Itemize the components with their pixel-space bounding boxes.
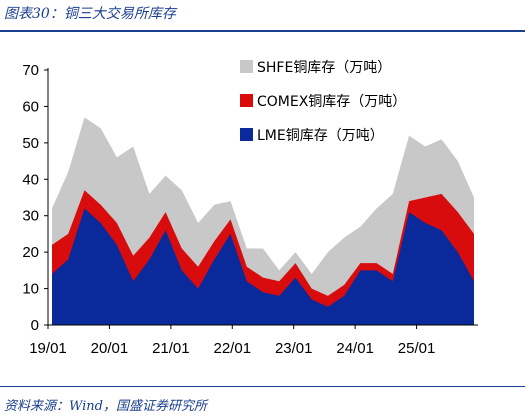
- area-series-0: [52, 208, 474, 325]
- legend-swatch: [240, 94, 253, 107]
- y-tick-label: 70: [22, 62, 39, 79]
- legend-label: LME铜库存（万吨）: [257, 128, 384, 144]
- figure-source: 资料来源：Wind，国盛证券研究所: [4, 399, 207, 414]
- legend-label: COMEX铜库存（万吨）: [257, 94, 406, 110]
- area-layer: [52, 117, 474, 326]
- x-tick-label: 19/01: [29, 340, 67, 357]
- y-tick-label: 60: [22, 98, 39, 115]
- y-tick-label: 20: [22, 244, 39, 261]
- y-tick-label: 0: [31, 317, 39, 334]
- legend-swatch: [240, 128, 253, 141]
- x-tick-label: 24/01: [336, 340, 374, 357]
- y-tick-label: 40: [22, 171, 39, 188]
- source-rule: [0, 386, 525, 387]
- legend-swatch: [240, 60, 253, 73]
- x-tick-label: 25/01: [398, 340, 436, 357]
- x-tick-label: 21/01: [152, 340, 190, 357]
- legend: SHFE铜库存（万吨） COMEX铜库存（万吨） LME铜库存（万吨）: [240, 60, 406, 144]
- y-tick-label: 50: [22, 135, 39, 152]
- figure-title: 图表30：铜三大交易所库存: [4, 6, 176, 22]
- y-tick-label: 10: [22, 281, 39, 298]
- axes-layer: 0 10 20 30 40 50 60 70 19/01 20/01 21/01 22/01 23/01…: [22, 62, 478, 357]
- legend-label: SHFE铜库存（万吨）: [257, 60, 391, 76]
- title-rule: [0, 30, 525, 32]
- y-tick-label: 30: [22, 208, 39, 225]
- x-tick-label: 20/01: [91, 340, 129, 357]
- x-tick-label: 22/01: [214, 340, 252, 357]
- x-tick-label: 23/01: [275, 340, 313, 357]
